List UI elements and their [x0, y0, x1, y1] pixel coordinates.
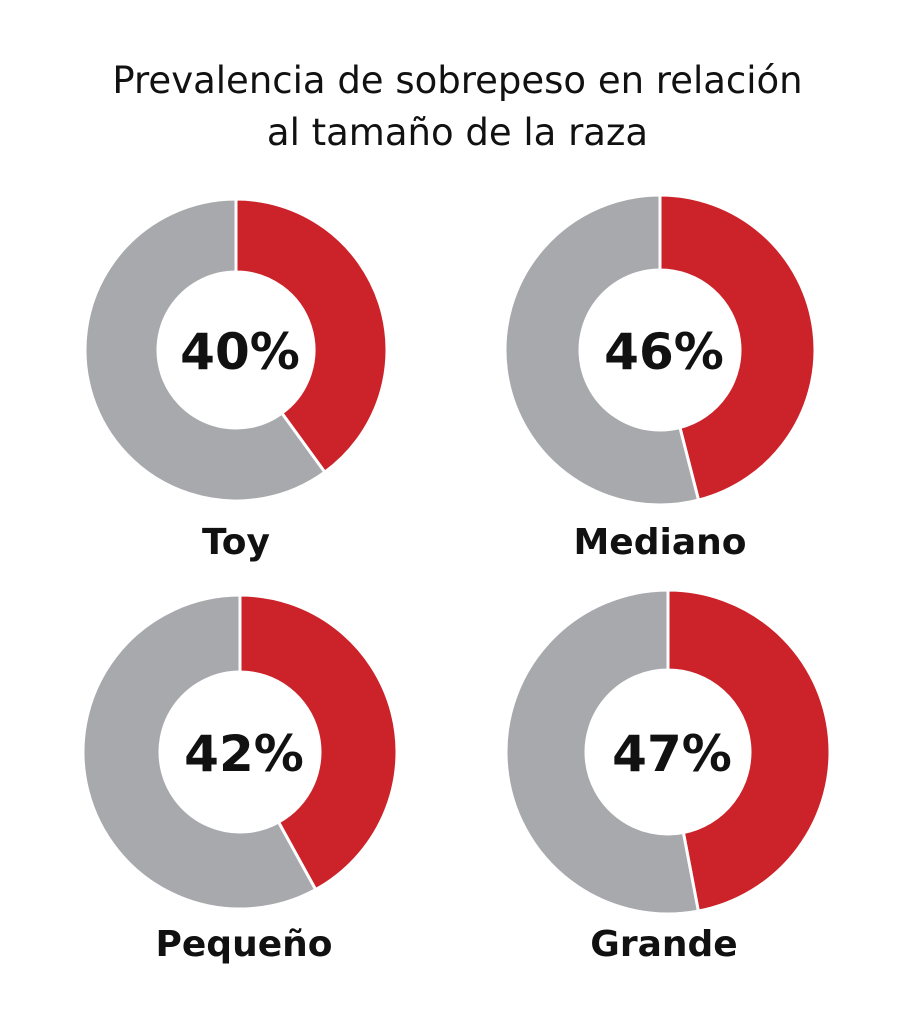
- slice-grande-value: [666, 588, 832, 913]
- slice-toy-rest: [83, 197, 327, 503]
- chart-title-line-1: Prevalencia de sobrepeso en relación: [112, 59, 803, 102]
- chart-title: Prevalencia de sobrepeso en relación al …: [0, 55, 915, 159]
- slice-pequeno-rest: [81, 593, 318, 911]
- slice-pequeno-value: [238, 593, 399, 892]
- category-label-mediano: Mediano: [573, 522, 746, 563]
- slice-mediano-value: [658, 193, 817, 502]
- donut-grande: 47% Grande: [504, 588, 832, 965]
- donut-toy: 40% Toy: [83, 197, 389, 563]
- slice-mediano-rest: [503, 193, 701, 507]
- donut-mediano: 46% Mediano: [503, 193, 817, 563]
- donut-pequeno: 42% Pequeño: [81, 593, 399, 965]
- slice-toy-value: [234, 197, 389, 475]
- data-label-pequeno: 42%: [184, 725, 304, 783]
- category-label-pequeno: Pequeño: [156, 924, 333, 965]
- category-label-toy: Toy: [202, 522, 270, 563]
- data-label-toy: 40%: [180, 323, 300, 381]
- category-label-grande: Grande: [590, 924, 737, 965]
- data-label-mediano: 46%: [604, 323, 724, 381]
- data-label-grande: 47%: [612, 725, 732, 783]
- slice-grande-rest: [504, 588, 701, 916]
- chart-title-line-2: al tamaño de la raza: [266, 111, 649, 154]
